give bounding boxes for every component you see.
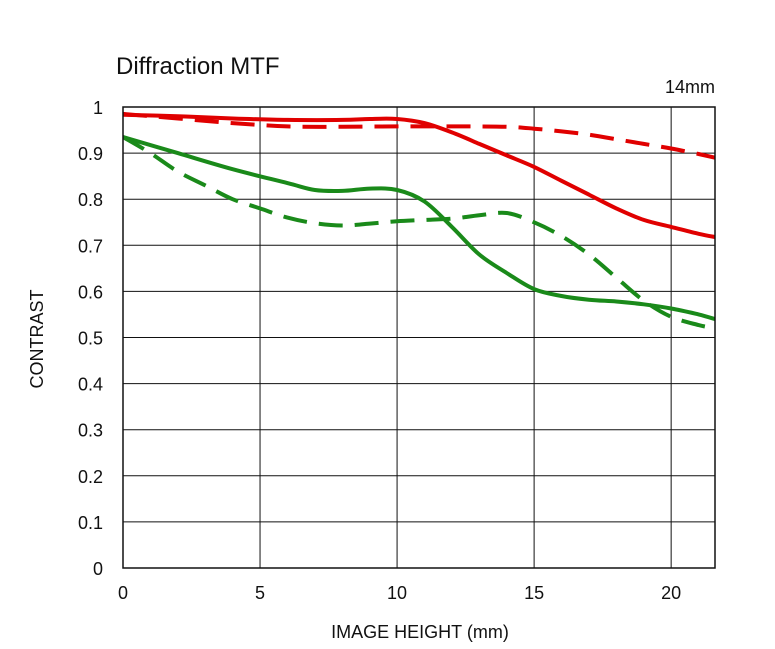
focal-length-label: 14mm [665, 77, 715, 97]
plot-frame [122, 106, 716, 569]
x-tick-label: 0 [118, 583, 128, 603]
y-tick-label: 0.8 [78, 190, 103, 210]
y-axis-ticks: 0 0.1 0.2 0.3 0.4 0.5 0.6 0.7 0.8 0.9 1 [78, 98, 103, 579]
green-dashed-series-line [123, 135, 715, 331]
green-solid-series-line [123, 135, 715, 322]
series-layer [123, 111, 715, 331]
x-tick-label: 5 [255, 583, 265, 603]
x-axis-label: IMAGE HEIGHT (mm) [331, 622, 509, 642]
red-solid-series-line [123, 112, 715, 239]
y-tick-label: 0.4 [78, 375, 103, 395]
y-tick-label: 1 [93, 98, 103, 118]
y-tick-label: 0.5 [78, 329, 103, 349]
y-tick-label: 0.9 [78, 144, 103, 164]
chart-title: Diffraction MTF [116, 53, 280, 80]
x-axis-ticks: 0 5 10 15 20 [118, 583, 681, 603]
y-tick-label: 0 [93, 559, 103, 579]
y-tick-label: 0.7 [78, 236, 103, 256]
x-tick-label: 20 [661, 583, 681, 603]
x-tick-label: 15 [524, 583, 544, 603]
y-tick-label: 0.3 [78, 421, 103, 441]
y-axis-label: CONTRAST [27, 289, 47, 388]
y-tick-label: 0.2 [78, 467, 103, 487]
y-tick-label: 0.1 [78, 513, 103, 533]
y-tick-label: 0.6 [78, 282, 103, 302]
red-dashed-series-line [123, 111, 715, 160]
x-tick-label: 10 [387, 583, 407, 603]
plot-grid [122, 106, 715, 569]
